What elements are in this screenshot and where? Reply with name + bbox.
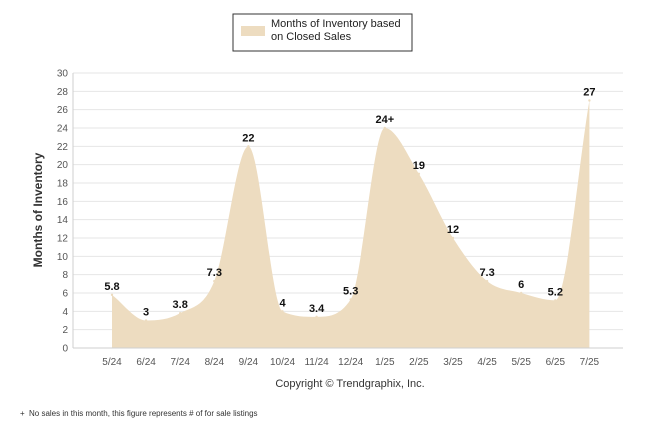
footnote: No sales in this month, this figure repr… xyxy=(29,409,258,418)
legend-line-2: on Closed Sales xyxy=(271,31,352,43)
x-tick-label: 7/24 xyxy=(170,357,190,368)
y-tick-label: 8 xyxy=(62,270,68,281)
y-tick-label: 28 xyxy=(57,87,69,98)
copyright-credit: Copyright © Trendgraphix, Inc. xyxy=(275,378,424,390)
x-tick-label: 7/25 xyxy=(580,357,600,368)
data-label: 22 xyxy=(242,132,254,144)
x-tick-label: 8/24 xyxy=(205,357,225,368)
data-label: 12 xyxy=(447,224,459,236)
y-tick-label: 12 xyxy=(57,234,69,245)
data-point xyxy=(110,293,114,297)
area-series xyxy=(112,100,590,348)
data-point xyxy=(179,311,182,315)
data-label: 6 xyxy=(518,279,524,291)
data-point xyxy=(281,310,284,313)
data-point xyxy=(315,315,318,319)
y-tick-label: 16 xyxy=(57,197,69,208)
x-tick-label: 1/25 xyxy=(375,357,395,368)
x-tick-label: 11/24 xyxy=(304,357,329,368)
legend: Months of Inventory based on Closed Sale… xyxy=(232,13,413,52)
x-tick-label: 2/25 xyxy=(409,357,429,368)
y-tick-label: 4 xyxy=(62,307,68,318)
data-label: 5.8 xyxy=(104,281,119,293)
data-point xyxy=(349,298,352,301)
x-tick-label: 6/25 xyxy=(546,357,566,368)
data-label: 7.3 xyxy=(479,267,494,279)
y-axis-label: Months of Inventory xyxy=(31,152,45,267)
data-point xyxy=(213,279,216,283)
y-tick-label: 14 xyxy=(57,215,69,226)
data-label: 3.8 xyxy=(173,299,188,311)
data-label: 3.4 xyxy=(309,303,325,315)
data-label: 5.2 xyxy=(548,286,563,298)
data-point xyxy=(247,145,250,148)
data-point xyxy=(485,279,489,283)
x-tick-label: 4/25 xyxy=(477,357,497,368)
data-point xyxy=(451,236,455,240)
y-tick-label: 20 xyxy=(57,160,69,171)
data-label: 19 xyxy=(413,160,425,172)
x-tick-label: 6/24 xyxy=(136,357,156,368)
data-label: 4 xyxy=(279,297,286,309)
y-tick-label: 0 xyxy=(62,344,68,355)
data-label: 27 xyxy=(583,87,595,99)
x-axis: 5/24 6/24 7/24 8/24 9/24 10/24 11/24 12/24 1/25 2… xyxy=(73,347,623,368)
x-tick-label: 3/25 xyxy=(443,357,463,368)
data-point xyxy=(417,172,421,176)
x-tick-label: 10/24 xyxy=(270,357,295,368)
area-fill xyxy=(112,100,590,348)
y-tick-label: 2 xyxy=(62,325,68,336)
data-point xyxy=(588,99,591,102)
y-tick-label: 6 xyxy=(62,289,68,300)
legend-swatch xyxy=(241,26,265,36)
x-tick-label: 5/25 xyxy=(511,357,531,368)
data-point xyxy=(520,291,523,295)
data-label: 7.3 xyxy=(207,267,222,279)
x-tick-label: 12/24 xyxy=(338,357,363,368)
data-point xyxy=(554,299,557,302)
data-point xyxy=(383,126,386,130)
y-tick-label: 22 xyxy=(57,142,69,153)
data-label: 24+ xyxy=(375,114,394,126)
data-labels: 5.8 3 3.8 7.3 22 4 3.4 5.3 24+ 19 12 7.3 6 5.2 27 xyxy=(104,87,596,322)
legend-box xyxy=(232,13,413,52)
data-label: 3 xyxy=(143,307,149,319)
y-tick-label: 26 xyxy=(57,105,69,116)
y-tick-label: 10 xyxy=(57,252,69,263)
data-point xyxy=(144,319,148,322)
y-tick-label: 30 xyxy=(57,69,69,80)
y-tick-label: 24 xyxy=(57,124,69,135)
x-tick-label: 9/24 xyxy=(239,357,259,368)
data-label: 5.3 xyxy=(343,285,358,297)
legend-line-1: Months of Inventory based xyxy=(271,18,401,30)
x-tick-label: 5/24 xyxy=(102,357,122,368)
grid xyxy=(73,72,623,349)
y-tick-label: 18 xyxy=(57,179,69,190)
footnote-marker: + xyxy=(20,409,25,418)
